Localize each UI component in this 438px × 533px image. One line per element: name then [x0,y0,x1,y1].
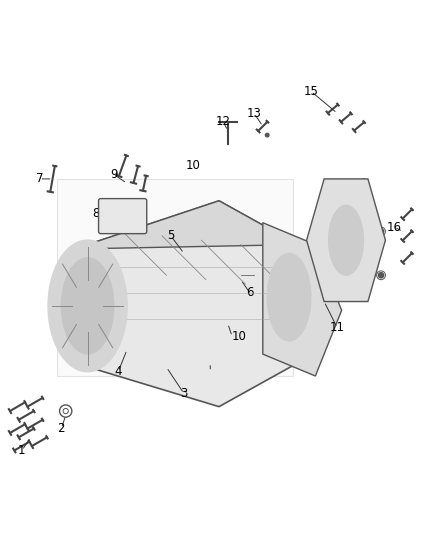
Text: 13: 13 [247,107,261,120]
Text: 4: 4 [114,365,122,378]
Circle shape [361,295,366,300]
Text: 10: 10 [232,330,247,343]
Text: 10: 10 [185,159,200,172]
Ellipse shape [328,205,364,275]
Circle shape [330,295,336,300]
Text: 2: 2 [57,422,65,435]
Text: 12: 12 [216,116,231,128]
FancyBboxPatch shape [99,199,147,233]
Text: 15: 15 [304,85,318,98]
Text: 11: 11 [330,321,345,334]
Text: 9: 9 [110,168,118,181]
Circle shape [361,181,366,186]
Ellipse shape [61,258,114,354]
Circle shape [243,273,247,278]
Ellipse shape [267,253,311,341]
Polygon shape [74,201,298,407]
Polygon shape [307,179,385,302]
FancyBboxPatch shape [57,179,293,376]
Circle shape [378,229,384,234]
Text: 14: 14 [334,212,349,225]
Text: 5: 5 [167,229,174,243]
Text: 16: 16 [387,221,402,233]
Circle shape [330,185,336,190]
Text: 8: 8 [93,207,100,221]
Text: 3: 3 [180,387,187,400]
Circle shape [378,273,384,278]
Text: 6: 6 [246,286,254,300]
Polygon shape [74,201,298,249]
Polygon shape [263,223,342,376]
Ellipse shape [48,240,127,372]
Text: 7: 7 [35,172,43,185]
Circle shape [265,133,269,137]
Text: 1: 1 [18,444,26,457]
